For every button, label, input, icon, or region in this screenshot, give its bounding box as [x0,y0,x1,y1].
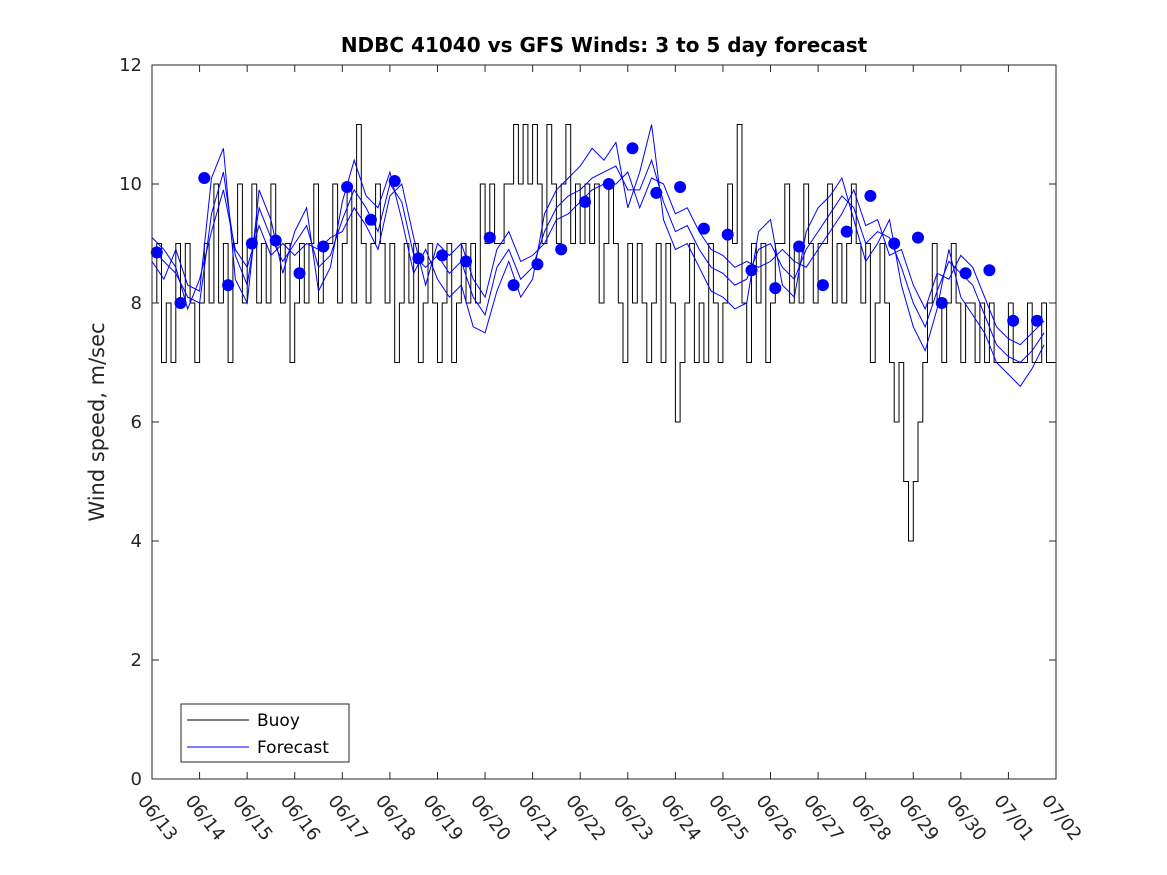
buoy-series-line [152,124,1056,542]
forecast-marker-point [198,172,211,184]
forecast-marker-point [436,249,449,262]
x-tick-label: 06/18 [371,791,419,845]
forecast-marker-point [364,213,377,226]
y-tick-label: 10 [119,174,142,195]
x-tick-label: 07/02 [1037,791,1085,845]
forecast-marker-point [840,225,853,238]
forecast-marker-point [150,246,163,259]
marker-layer [150,142,1043,327]
y-tick-label: 8 [131,293,142,314]
x-tick-label: 06/20 [466,791,514,845]
forecast-marker-point [1007,314,1020,327]
forecast-marker-point [721,228,734,241]
legend: Buoy Forecast [180,703,350,763]
x-tick-label: 06/16 [276,791,324,845]
forecast-marker-point [650,186,663,199]
x-tick-label: 06/19 [419,791,467,845]
forecast-marker-point [483,231,496,244]
forecast-marker-point [507,279,520,292]
x-tick-label: 06/14 [181,791,229,845]
y-tick-label: 0 [131,769,142,790]
forecast-marker-point [412,252,425,265]
y-axis-label: Wind speed, m/sec [85,322,109,521]
forecast-marker-point [174,297,187,309]
forecast-marker-point [222,279,235,292]
forecast-run-line-3 [151,171,1045,346]
x-tick-label: 06/17 [323,791,371,845]
forecast-marker-point [816,279,829,292]
forecast-marker-point [626,142,639,155]
x-tick-label: 06/25 [704,791,752,845]
forecast-marker-point [245,237,258,250]
x-tick-label: 06/26 [752,791,800,845]
x-tick-label: 06/29 [894,791,942,845]
forecast-marker-point [888,237,901,250]
forecast-marker-point [317,240,330,253]
forecast-marker-point [1031,314,1043,327]
forecast-marker-point [793,240,806,253]
forecast-marker-point [293,267,306,280]
x-tick-label: 06/15 [228,791,276,845]
forecast-marker-point [697,222,710,235]
forecast-marker-point [959,267,972,280]
forecast-marker-point [460,255,472,268]
forecast-marker-point [935,297,948,309]
y-tick-label: 12 [119,55,142,76]
y-tick-label: 4 [131,531,142,552]
forecast-marker-point [983,264,996,277]
x-tick-label: 06/23 [609,791,657,845]
forecast-marker-point [674,181,687,193]
legend-buoy-label: Buoy [257,711,300,731]
x-tick-label: 06/30 [942,791,990,845]
x-tick-label: 07/01 [989,791,1037,845]
y-tick-label: 2 [131,650,142,671]
y-axis: 0 2 4 6 8 10 12 [119,55,1056,790]
forecast-marker-point [769,282,782,295]
x-tick-label: 06/28 [847,791,895,845]
forecast-marker-point [745,264,758,277]
forecast-marker-point [912,231,924,244]
x-tick-label: 06/21 [514,791,562,845]
forecast-marker-point [341,181,354,193]
forecast-marker-point [531,258,544,271]
chart-title: NDBC 41040 vs GFS Winds: 3 to 5 day fore… [341,33,868,57]
forecast-marker-point [602,178,615,190]
forecast-marker-point [579,195,591,208]
x-tick-label: 06/27 [799,791,847,845]
forecast-marker-point [864,189,877,202]
x-tick-label: 06/22 [561,791,609,845]
legend-box [180,703,350,763]
x-tick-label: 06/13 [133,791,181,845]
x-tick-label: 06/24 [656,791,704,845]
y-tick-label: 6 [131,412,142,433]
forecast-marker-point [388,175,401,187]
forecast-marker-point [269,234,282,247]
forecast-marker-point [555,243,568,256]
series-layer [151,124,1056,542]
legend-forecast-label: Forecast [257,738,329,758]
